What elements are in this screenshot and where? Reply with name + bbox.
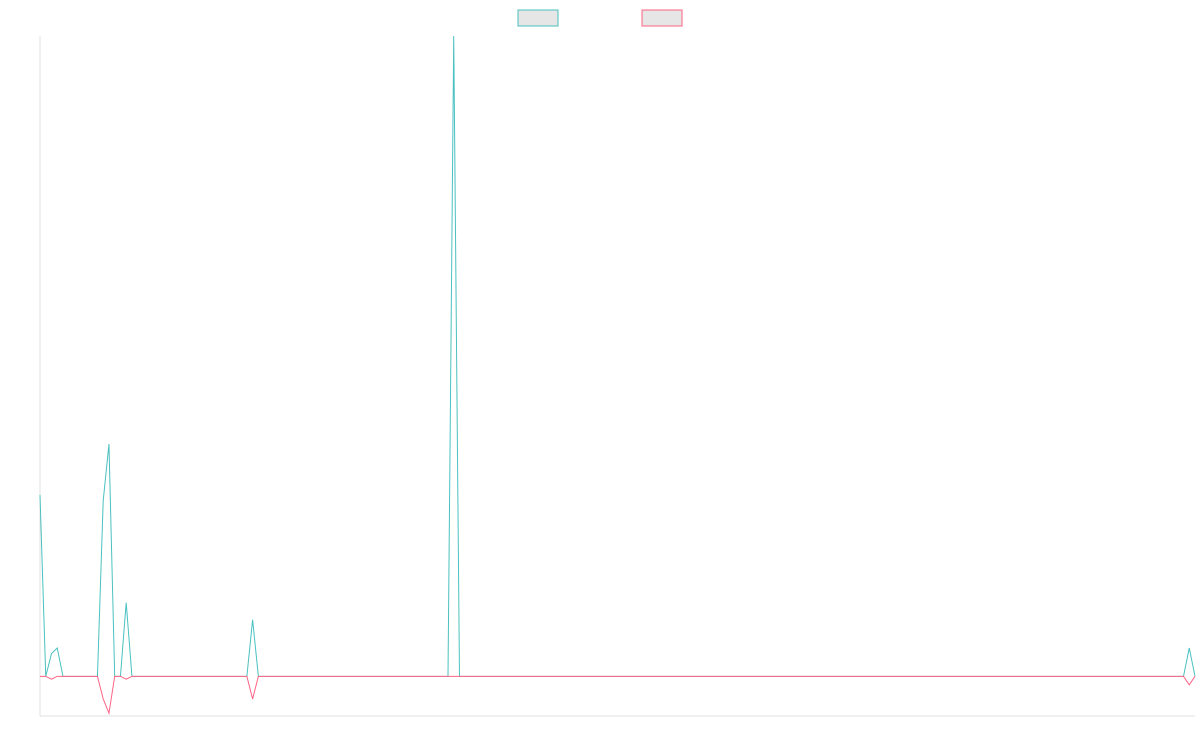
plot-area — [39, 35, 1196, 716]
legend-swatch-1 — [517, 9, 559, 27]
series-line-2 — [40, 675, 1196, 716]
series-line-1 — [39, 35, 1196, 677]
axes — [39, 36, 1195, 717]
legend-swatch-2 — [641, 9, 683, 27]
legend-item-1[interactable] — [517, 9, 559, 27]
legend[interactable] — [517, 9, 683, 27]
legend-item-2[interactable] — [641, 9, 683, 27]
